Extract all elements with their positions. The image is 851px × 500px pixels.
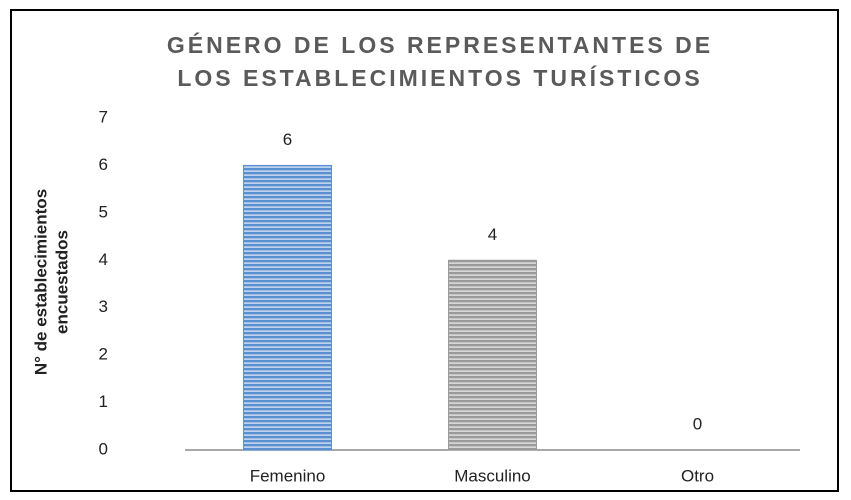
y-tick-label: 4 xyxy=(99,250,108,269)
x-tick-label: Otro xyxy=(681,466,714,485)
y-axis-title-line: N° de establecimientos xyxy=(31,189,50,375)
y-tick-label: 3 xyxy=(99,297,108,316)
x-tick-label: Masculino xyxy=(454,466,531,485)
y-tick-label: 0 xyxy=(99,439,108,458)
bar xyxy=(243,164,332,451)
chart-border xyxy=(10,9,839,492)
y-tick-label: 5 xyxy=(99,202,108,221)
y-tick-label: 7 xyxy=(99,107,108,126)
x-tick-label: Femenino xyxy=(250,466,326,485)
y-tick-label: 2 xyxy=(99,345,108,364)
chart-title: GÉNERO DE LOS REPRESENTANTES DE xyxy=(167,31,713,58)
data-label: 0 xyxy=(693,414,702,433)
y-axis-title: N° de establecimientos encuestados xyxy=(31,189,71,375)
y-tick-label: 6 xyxy=(99,155,108,174)
y-tick-label: 1 xyxy=(99,392,108,411)
chart-title: LOS ESTABLECIMIENTOS TURÍSTICOS xyxy=(177,64,702,91)
y-axis-title-line: encuestados xyxy=(52,230,71,334)
data-label: 4 xyxy=(488,225,497,244)
data-label: 6 xyxy=(283,130,292,149)
bar xyxy=(448,259,537,451)
